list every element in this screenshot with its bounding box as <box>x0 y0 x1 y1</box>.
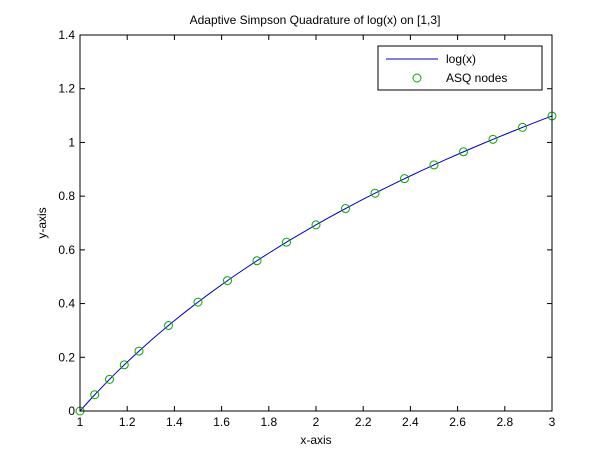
series-line-log <box>79 115 553 412</box>
y-tick-label: 1 <box>68 135 75 149</box>
asq-node-point <box>370 188 380 198</box>
asq-node-point <box>400 174 409 184</box>
legend-label-line: log(x) <box>446 52 476 66</box>
asq-node-point <box>134 346 144 356</box>
legend: log(x) ASQ nodes <box>377 45 543 91</box>
y-axis-label: y-axis <box>35 207 49 238</box>
asq-node-point <box>164 320 173 330</box>
asq-node-point <box>119 360 129 370</box>
asq-node-point <box>252 256 262 266</box>
x-tick-label: 2.2 <box>355 415 372 429</box>
plot-area <box>80 35 552 411</box>
x-tick-label: 1.8 <box>260 415 277 429</box>
asq-node-point <box>429 160 439 170</box>
x-tick-label: 1.4 <box>166 415 183 429</box>
y-tick-label: 0.6 <box>58 243 75 257</box>
y-tick-label: 0.4 <box>58 297 75 311</box>
y-tick-label: 1.4 <box>58 28 75 42</box>
legend-marker-swatch <box>412 73 422 83</box>
asq-node-point <box>459 147 468 157</box>
y-tick-label: 0.8 <box>58 189 75 203</box>
x-axis-label: x-axis <box>300 433 331 447</box>
x-tick-label: 2 <box>313 415 320 429</box>
y-tick-label: 0 <box>68 404 75 418</box>
legend-box <box>377 45 543 91</box>
y-tick-label: 0.2 <box>58 350 75 364</box>
axes-box <box>79 34 553 412</box>
asq-node-point <box>518 122 527 132</box>
asq-node-point <box>193 297 203 307</box>
x-tick-label: 2.8 <box>496 415 513 429</box>
legend-label-markers: ASQ nodes <box>446 71 507 85</box>
x-tick-label: 2.6 <box>449 415 466 429</box>
x-tick-label: 2.4 <box>402 415 419 429</box>
asq-node-point <box>105 374 114 384</box>
asq-node-point <box>341 204 350 214</box>
asq-node-point <box>90 390 100 400</box>
asq-node-point <box>282 237 291 247</box>
series-layer <box>75 111 557 416</box>
chart-title: Adaptive Simpson Quadrature of log(x) on… <box>190 13 441 27</box>
x-tick-label: 3 <box>549 415 556 429</box>
x-tick-label: 1.2 <box>119 415 136 429</box>
y-tick-label: 1.2 <box>58 82 75 96</box>
asq-node-point <box>488 134 498 144</box>
x-tick-label: 1 <box>77 415 84 429</box>
tick-group: 1 1.2 1.4 1.6 1.8 2 2.2 2.4 2.6 2.8 3 0 0.2 0.4 0.6 0.8… <box>58 28 555 429</box>
asq-node-point <box>311 220 321 230</box>
x-tick-label: 1.6 <box>213 415 230 429</box>
asq-node-point <box>223 276 232 286</box>
